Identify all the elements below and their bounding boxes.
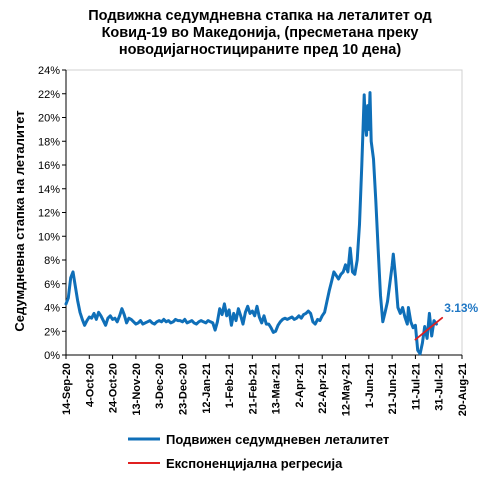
x-tick-label: 12-Jan-21 [201, 363, 213, 414]
chart-title-line-2: Ковид-19 во Македонија, (пресметана прек… [101, 25, 419, 41]
y-axis-label: Седумдневна стапка на леталитет [12, 110, 27, 331]
legend-label-series-2: Експоненцијална регресија [166, 456, 343, 471]
data-label: 3.13% [444, 301, 478, 315]
y-tick-label: 2% [44, 326, 60, 338]
y-tick-label: 14% [38, 184, 60, 196]
chart-title: Подвижна седумдневна стапка на леталитет… [60, 8, 460, 59]
x-tick-label: 31-Jul-21 [434, 363, 446, 411]
y-tick-label: 6% [44, 279, 60, 291]
legend-label-series-1: Подвижен седумдневен леталитет [166, 432, 389, 447]
x-tick-label: 12-May-21 [341, 363, 353, 416]
y-tick-label: 22% [38, 89, 60, 101]
y-axis: 0% 2% 4% 6% 8% 10% 12% 14% 16% 18% 20% 22% 24% [38, 65, 67, 362]
x-tick-label: 13-Mar-21 [271, 363, 283, 414]
legend: Подвижен седумдневен леталитет Експоненц… [128, 432, 389, 471]
y-tick-label: 16% [38, 160, 60, 172]
series-line-rolling-fatality [64, 91, 438, 356]
x-tick-label: 3-Dec-20 [154, 363, 166, 409]
x-tick-label: 2-Apr-21 [294, 363, 306, 408]
x-tick-label: 1-Jun-21 [364, 363, 376, 408]
y-tick-label: 8% [44, 255, 60, 267]
x-tick-label: 13-Nov-20 [131, 363, 143, 416]
x-tick-label: 23-Dec-20 [177, 363, 189, 415]
x-tick-label: 4-Oct-20 [84, 363, 96, 407]
y-tick-label: 10% [38, 231, 60, 243]
x-tick-label: 1-Feb-21 [224, 363, 236, 408]
series-line-exp-regression [414, 316, 444, 341]
x-tick-label: 14-Sep-20 [61, 363, 73, 415]
x-tick-label: 22-Apr-21 [317, 363, 329, 414]
chart-title-line-3: новодијагностицираните пред 10 дена) [118, 42, 402, 58]
x-tick-label: 21-Feb-21 [247, 363, 259, 414]
x-tick-label: 24-Oct-20 [108, 363, 120, 413]
x-axis: 14-Sep-20 4-Oct-20 24-Oct-20 13-Nov-20 3-Dec… [61, 354, 469, 416]
y-tick-label: 20% [38, 113, 60, 125]
y-tick-label: 12% [38, 208, 60, 220]
x-tick-label: 11-Jul-21 [410, 363, 422, 410]
x-tick-label: 21-Jun-21 [387, 363, 399, 414]
x-tick-label: 20-Aug-21 [457, 363, 469, 416]
y-tick-label: 24% [38, 65, 60, 77]
series-layer: 3.13% [64, 91, 479, 356]
chart-title-line-1: Подвижна седумдневна стапка на леталитет… [88, 8, 432, 24]
y-tick-label: 18% [38, 136, 60, 148]
y-tick-label: 4% [44, 303, 60, 315]
y-tick-label: 0% [44, 350, 60, 362]
